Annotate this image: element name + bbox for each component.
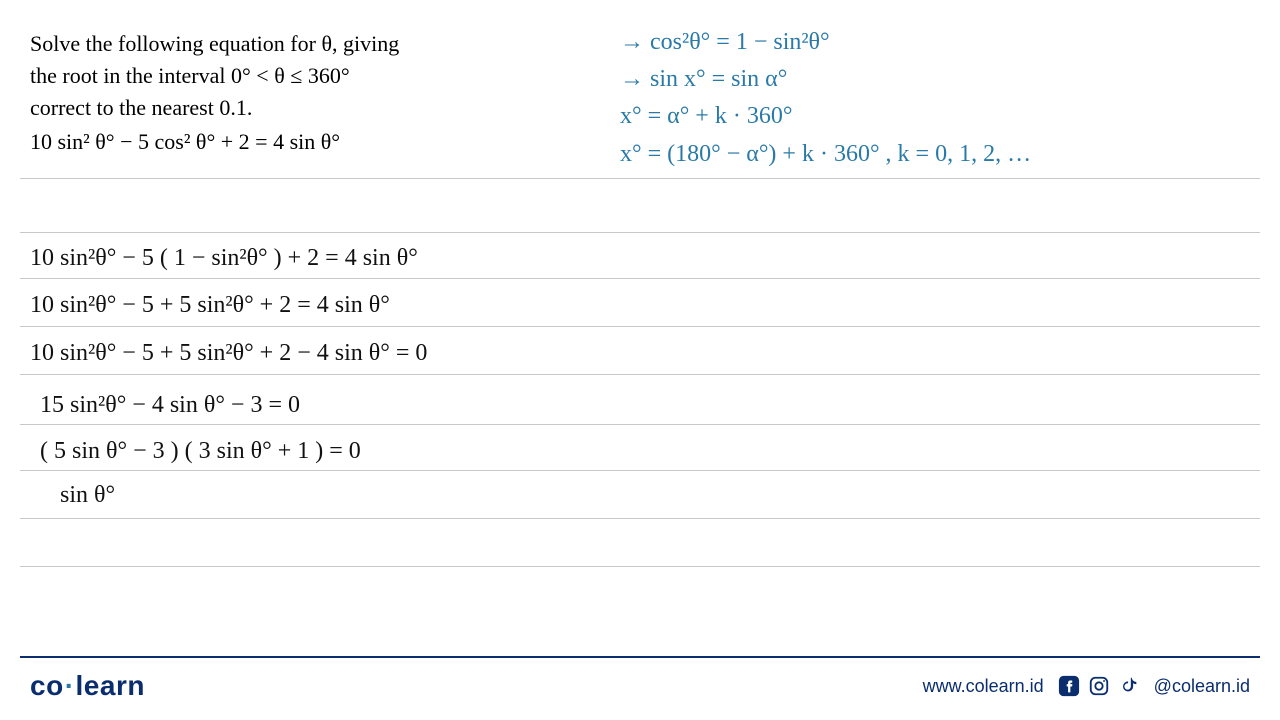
page-root: Solve the following equation for θ, givi…	[0, 0, 1280, 720]
rule-line	[20, 470, 1260, 471]
identity-line: → cos²θ° = 1 − sin²θ°	[620, 24, 1260, 61]
identity-line: → sin x° = sin α°	[620, 61, 1260, 98]
footer: co·learn www.colearn.id @colearn.id	[30, 670, 1250, 702]
problem-line-3: correct to the nearest 0.1.	[30, 92, 550, 124]
problem-statement: Solve the following equation for θ, givi…	[30, 28, 550, 158]
rule-line	[20, 278, 1260, 279]
work-step: 10 sin²θ° − 5 + 5 sin²θ° + 2 − 4 sin θ° …	[30, 340, 427, 367]
identity-notes: → cos²θ° = 1 − sin²θ° → sin x° = sin α° …	[620, 24, 1260, 173]
work-step: sin θ°	[60, 482, 115, 509]
work-step: 10 sin²θ° − 5 ( 1 − sin²θ° ) + 2 = 4 sin…	[30, 245, 418, 272]
rule-line	[20, 518, 1260, 519]
work-step: ( 5 sin θ° − 3 ) ( 3 sin θ° + 1 ) = 0	[40, 438, 361, 465]
problem-line-1: Solve the following equation for θ, givi…	[30, 28, 550, 60]
work-step: 15 sin²θ° − 4 sin θ° − 3 = 0	[40, 392, 300, 419]
rule-line	[20, 232, 1260, 233]
footer-divider	[20, 656, 1260, 658]
work-step: 10 sin²θ° − 5 + 5 sin²θ° + 2 = 4 sin θ°	[30, 292, 390, 319]
tiktok-icon	[1118, 675, 1140, 697]
rule-line	[20, 178, 1260, 179]
problem-line-2: the root in the interval 0° < θ ≤ 360°	[30, 60, 550, 92]
rule-line	[20, 326, 1260, 327]
footer-right: www.colearn.id @colearn.id	[923, 675, 1250, 697]
brand-logo: co·learn	[30, 670, 145, 702]
identity-line: x° = α° + k · 360°	[620, 98, 1260, 135]
brand-part-a: co	[30, 670, 64, 701]
footer-url: www.colearn.id	[923, 676, 1044, 697]
facebook-icon	[1058, 675, 1080, 697]
problem-equation: 10 sin² θ° − 5 cos² θ° + 2 = 4 sin θ°	[30, 126, 550, 158]
rule-line	[20, 566, 1260, 567]
rule-line	[20, 374, 1260, 375]
identity-line: x° = (180° − α°) + k · 360° , k = 0, 1, …	[620, 136, 1260, 173]
social-icons	[1058, 675, 1140, 697]
footer-handle: @colearn.id	[1154, 676, 1250, 697]
brand-part-b: learn	[76, 670, 145, 701]
rule-line	[20, 424, 1260, 425]
instagram-icon	[1088, 675, 1110, 697]
brand-dot-icon: ·	[64, 670, 76, 701]
